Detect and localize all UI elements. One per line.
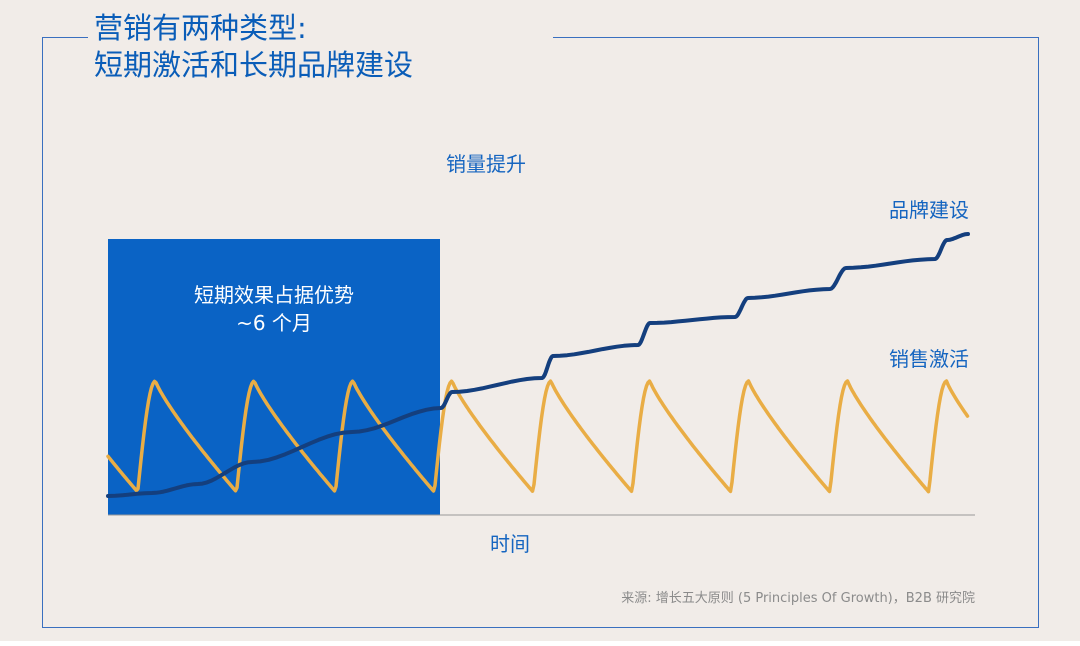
brand-building-line [106,232,970,498]
page-title: 营销有两种类型: 短期激活和长期品牌建设 [88,10,426,84]
bottom-strip [0,641,1080,646]
x-axis-label: 时间 [490,532,530,556]
box-label-line-2: ~6 个月 [236,311,312,335]
frame-top-left [42,37,90,38]
source-note: 来源: 增长五大原则 (5 Principles Of Growth)，B2B … [621,591,975,606]
sales-series-label: 销售激活 [889,347,969,371]
frame-left [42,37,43,628]
frame-right [1038,37,1039,628]
title-line-2: 短期激活和长期品牌建设 [94,48,414,82]
sales-activation-line [106,379,970,494]
frame-top-right [553,37,1039,38]
brand-series-label: 品牌建设 [889,198,969,222]
title-line-1: 营销有两种类型: [94,11,307,45]
box-label-line-1: 短期效果占据优势 [194,283,354,307]
y-axis-label: 销量提升 [446,152,526,176]
frame-bottom [42,627,1039,628]
short-term-highlight-box [108,239,440,515]
